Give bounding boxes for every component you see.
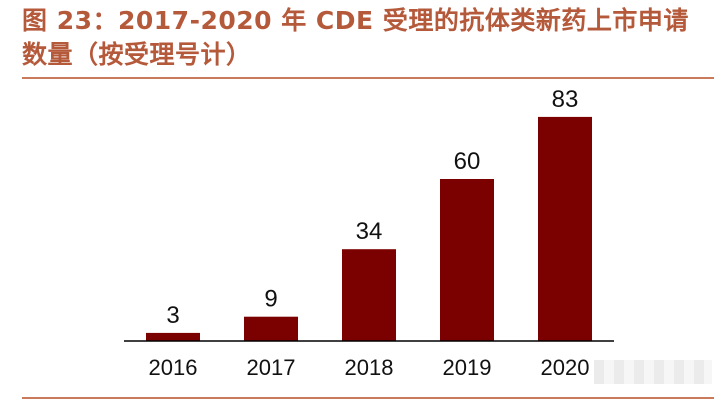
bottom-divider	[22, 397, 714, 399]
title-divider	[22, 77, 714, 79]
x-tick-label-2017: 2017	[247, 355, 296, 380]
bar-2019	[440, 179, 494, 341]
value-label-2018: 34	[356, 218, 383, 245]
value-label-2020: 83	[552, 86, 579, 113]
x-tick-label-2018: 2018	[345, 355, 394, 380]
bar-2017	[244, 316, 298, 341]
value-label-2016: 3	[166, 302, 179, 329]
bar-2018	[342, 249, 396, 341]
value-labels-group: 3 9 34 60 83	[166, 86, 578, 329]
value-label-2019: 60	[454, 148, 481, 175]
x-tick-labels-group: 2016 2017 2018 2019 2020	[149, 355, 590, 380]
x-tick-label-2019: 2019	[443, 355, 492, 380]
bar-2016	[146, 332, 200, 341]
chart-title: 图 23：2017-2020 年 CDE 受理的抗体类新药上市申请数量（按受理号…	[22, 6, 689, 69]
value-label-2017: 9	[264, 286, 277, 313]
bar-2020	[538, 116, 592, 342]
watermark	[594, 360, 712, 384]
x-tick-label-2020: 2020	[541, 355, 590, 380]
bars-group	[146, 116, 592, 342]
x-tick-label-2016: 2016	[149, 355, 198, 380]
